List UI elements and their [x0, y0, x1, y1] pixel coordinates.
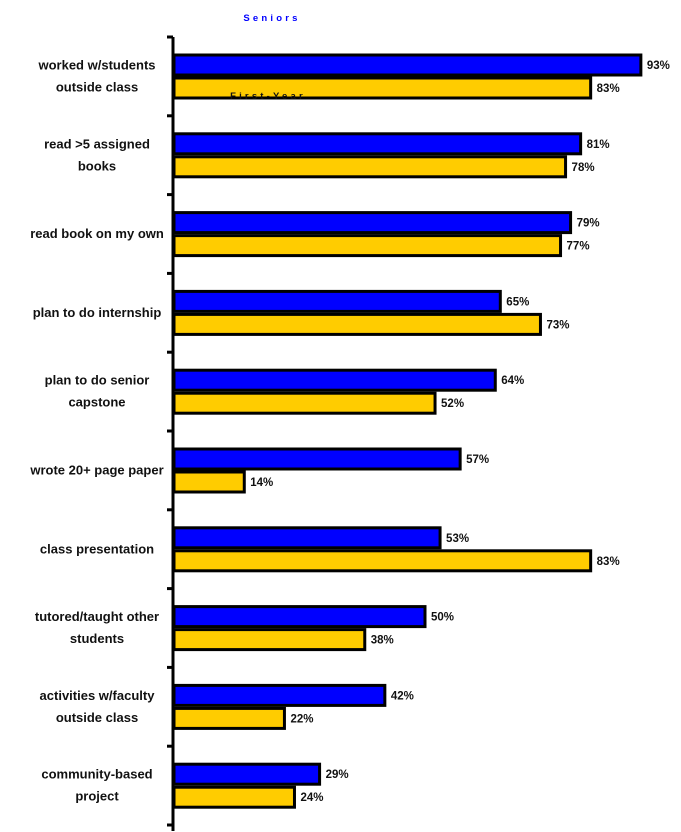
bar-seniors [172, 605, 427, 629]
bar-first-year [172, 785, 296, 809]
bar-seniors [172, 526, 442, 550]
data-label: 38% [371, 635, 394, 647]
category-label: read >5 assigned [44, 136, 150, 151]
data-label: 24% [300, 792, 323, 804]
data-label: 83% [597, 556, 620, 568]
bar-seniors [172, 447, 462, 471]
bar-first-year [172, 549, 593, 573]
data-label: 42% [391, 690, 414, 702]
data-label: 79% [577, 218, 600, 230]
data-label: 22% [290, 713, 313, 725]
data-label: 14% [250, 477, 273, 489]
data-label: 78% [572, 162, 595, 174]
data-label: 81% [587, 139, 610, 151]
bar-seniors [172, 211, 573, 235]
category-label: worked w/students [37, 58, 155, 73]
bar-first-year [172, 312, 542, 336]
category-label: students [70, 631, 124, 646]
category-label: books [78, 158, 116, 173]
category-label: outside class [56, 80, 138, 95]
category-label: project [75, 789, 119, 804]
data-label: 83% [597, 83, 620, 95]
data-label: 64% [501, 375, 524, 387]
data-label: 50% [431, 612, 454, 624]
data-label: 65% [506, 296, 529, 308]
data-label: 52% [441, 398, 464, 410]
bar-first-year [172, 234, 563, 258]
category-label: outside class [56, 710, 138, 725]
bar-seniors [172, 132, 583, 156]
category-label: community-based [41, 767, 152, 782]
bar-first-year [172, 628, 367, 652]
data-label: 73% [546, 319, 569, 331]
legend-first-year: First-Year [230, 91, 306, 102]
bar-seniors [172, 762, 322, 786]
data-label: 57% [466, 454, 489, 466]
category-label: read book on my own [30, 226, 164, 241]
data-label: 77% [567, 241, 590, 253]
legend-seniors: Seniors [243, 13, 300, 24]
category-label: wrote 20+ page paper [29, 463, 163, 478]
data-label: 53% [446, 533, 469, 545]
bar-first-year [172, 155, 568, 179]
data-label: 93% [647, 60, 670, 72]
bar-seniors [172, 289, 502, 313]
category-label: plan to do internship [33, 305, 162, 320]
category-label: plan to do senior [45, 373, 150, 388]
bar-seniors [172, 53, 643, 77]
category-label: activities w/faculty [40, 688, 156, 703]
bar-seniors [172, 683, 387, 707]
bar-first-year [172, 706, 286, 730]
bar-first-year [172, 391, 437, 415]
bar-seniors [172, 368, 497, 392]
category-label: tutored/taught other [35, 609, 159, 624]
data-label: 29% [326, 769, 349, 781]
bar-first-year [172, 470, 246, 494]
category-label: capstone [68, 395, 125, 410]
category-label: class presentation [40, 541, 154, 556]
